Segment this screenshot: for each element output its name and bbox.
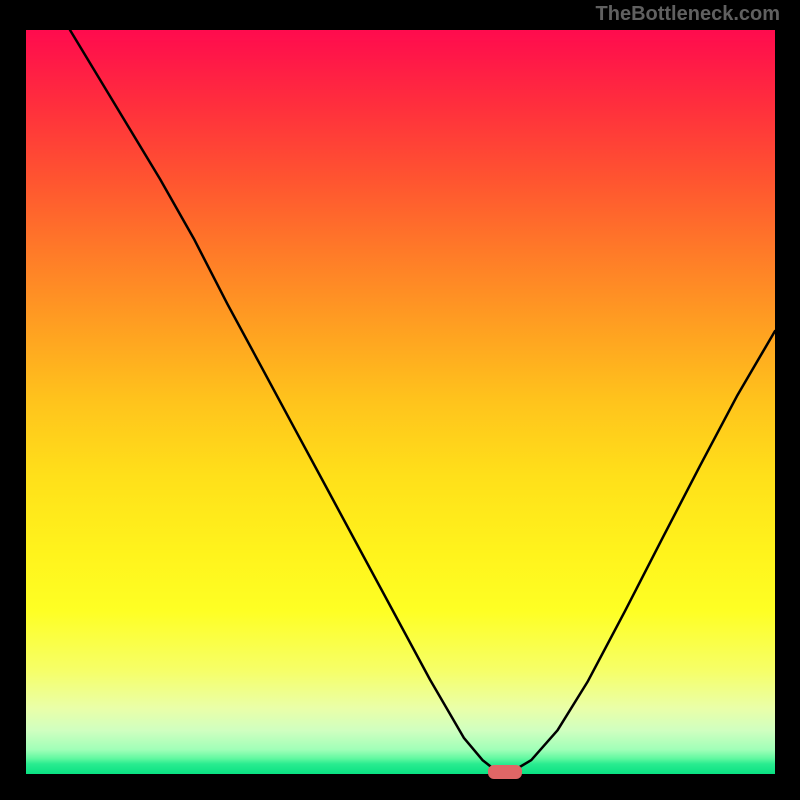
optimum-marker	[488, 765, 522, 779]
chart-container: TheBottleneck.com	[0, 0, 800, 800]
watermark-label: TheBottleneck.com	[596, 3, 780, 26]
bottleneck-chart	[0, 0, 800, 800]
